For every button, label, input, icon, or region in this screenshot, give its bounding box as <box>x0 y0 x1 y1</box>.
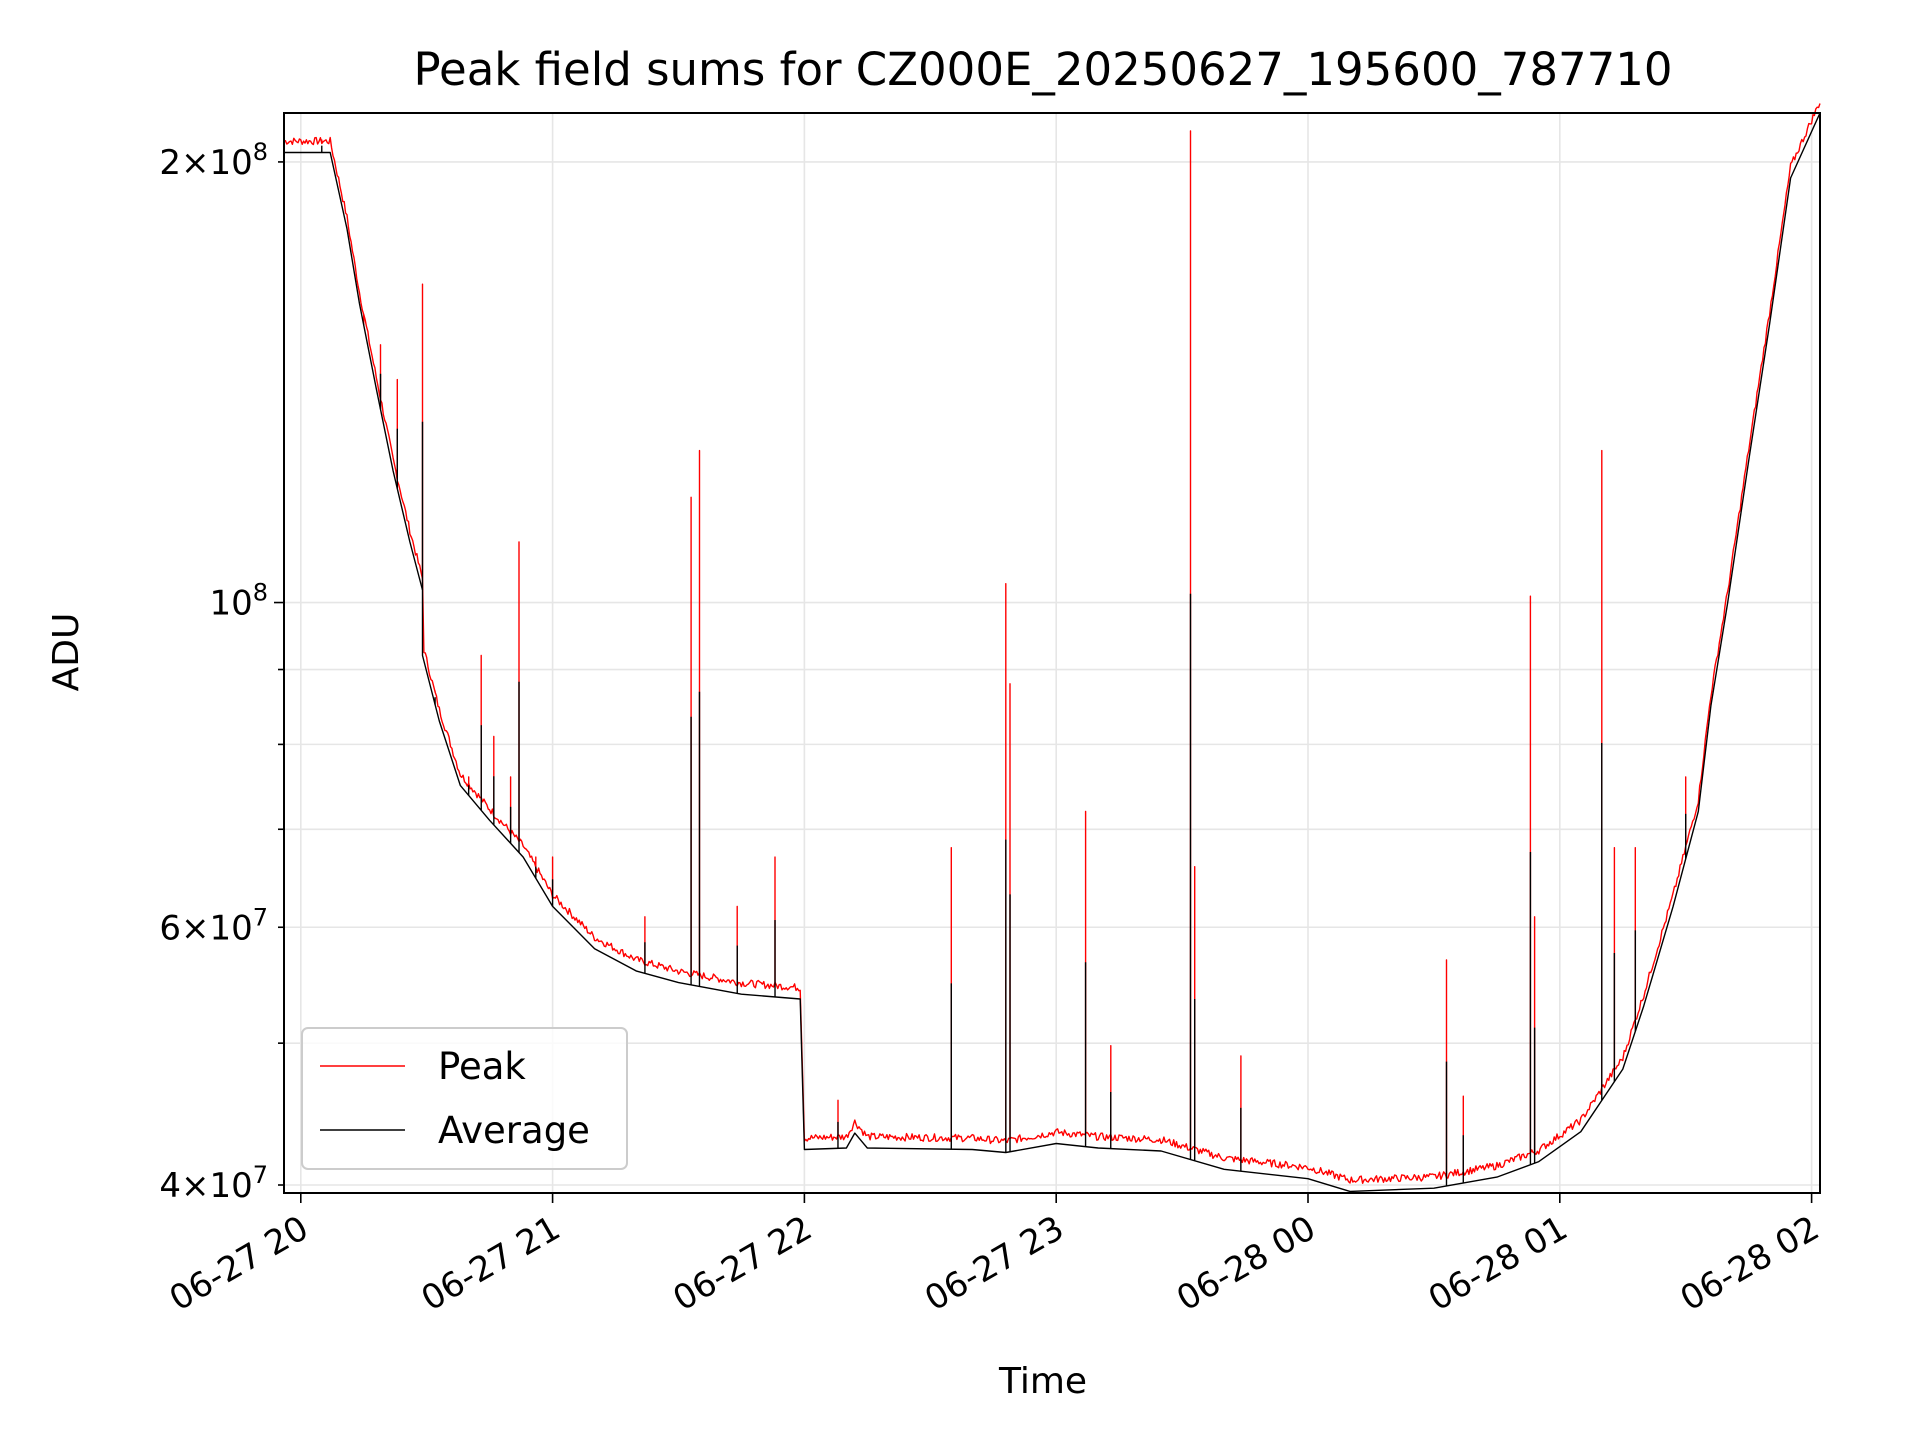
y-tick-label: 4×107 <box>159 1161 268 1206</box>
x-tick-label: 06-27 23 <box>918 1208 1070 1319</box>
x-tick-label: 06-28 02 <box>1674 1208 1826 1319</box>
x-tick-label: 06-28 01 <box>1422 1208 1574 1319</box>
y-tick-label: 108 <box>209 579 268 624</box>
series-peak-line <box>283 103 1821 1184</box>
plot-frame <box>283 112 1821 1194</box>
series-average-line <box>284 112 1821 1193</box>
x-axis-label: Time <box>998 1361 1087 1402</box>
chart-title: Peak field sums for CZ000E_20250627_1956… <box>414 43 1673 96</box>
legend-average-label: Average <box>438 1109 590 1152</box>
x-tick-label: 06-27 20 <box>163 1208 315 1319</box>
series-layer <box>283 103 1821 1193</box>
legend: Peak Average <box>301 1027 628 1170</box>
legend-box <box>301 1027 628 1170</box>
y-axis-label: ADU <box>46 613 87 692</box>
legend-peak-label: Peak <box>438 1045 526 1088</box>
y-tick-label: 2×108 <box>159 138 268 183</box>
y-tick-label: 6×107 <box>159 903 268 948</box>
x-tick-label: 06-27 21 <box>415 1208 567 1319</box>
x-tick-label: 06-28 00 <box>1170 1208 1322 1319</box>
x-tick-label: 06-27 22 <box>666 1208 818 1319</box>
